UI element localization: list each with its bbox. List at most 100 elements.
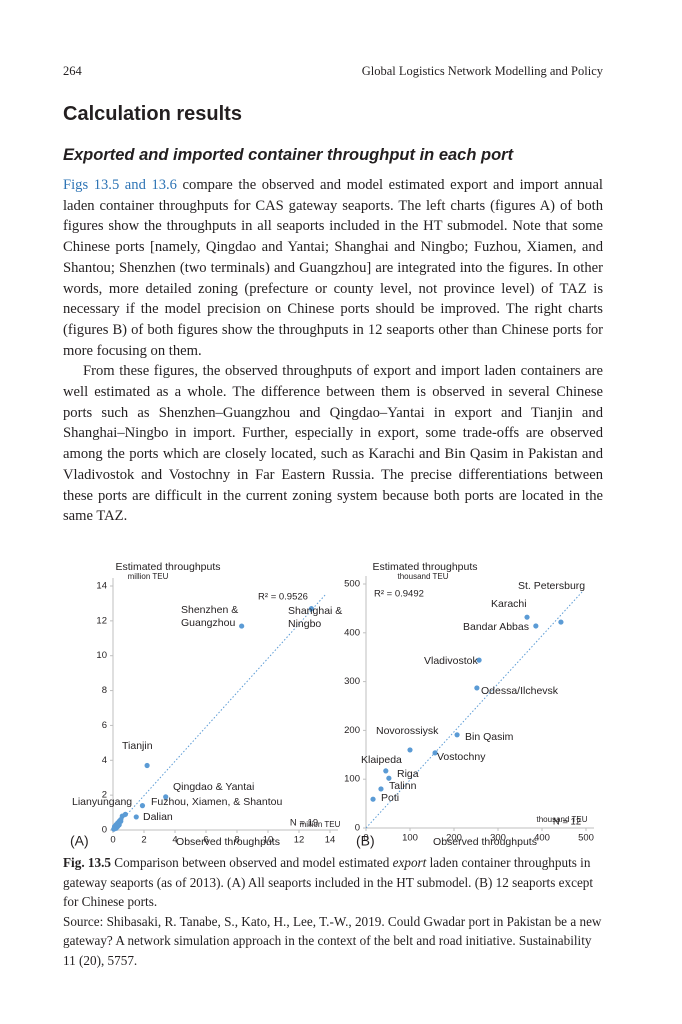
x-tick-label: 14	[325, 835, 336, 846]
point	[113, 822, 119, 828]
figure-link[interactable]: Figs 13.5 and 13.6	[63, 177, 177, 193]
point	[454, 732, 460, 738]
y-tick-label: 100	[344, 774, 360, 785]
x-tick-label: 10	[263, 835, 274, 846]
panel: (B)	[356, 833, 375, 849]
x-unit: thousand TEU	[537, 815, 588, 824]
paragraph-text: compare the observed and model estimated…	[63, 177, 603, 359]
y-tick-label: 500	[344, 579, 360, 590]
caption-text: Fig. 13.5 Comparison between observed an…	[63, 853, 603, 912]
page-number: 264	[63, 64, 82, 78]
y-unit: million TEU	[128, 572, 169, 581]
point-label: Tianjin	[122, 740, 153, 752]
y-tick-label: 2	[102, 790, 107, 801]
x-tick-label: 8	[234, 835, 239, 846]
point-label: Karachi	[491, 598, 527, 610]
x-tick-label: 2	[141, 835, 146, 846]
x-tick-label: 300	[490, 833, 506, 844]
point	[378, 786, 384, 792]
point-label: Shanghai & Ningbo	[288, 605, 343, 630]
point-label: Bin Qasim	[465, 731, 514, 743]
x-tick-label: 6	[203, 835, 208, 846]
caption-label: Fig. 13.5	[63, 855, 111, 870]
x-tick-label: 0	[363, 833, 368, 844]
n: N = 19	[290, 818, 318, 829]
trend-line	[365, 591, 583, 829]
subsection-title: Exported and imported container throughp…	[63, 146, 514, 164]
y-tick-label: 4	[102, 755, 107, 766]
point	[407, 747, 413, 753]
paragraph: From these figures, the observed through…	[63, 363, 603, 525]
y-tick-label: 10	[96, 650, 107, 661]
point	[139, 803, 146, 809]
charts: 0 2 4 6 8 10 12 14 0 2 4 6 8 10 12 14 Estimated throughp…	[70, 561, 594, 849]
point	[116, 818, 122, 824]
figure: 0 2 4 6 8 10 12 14 0 2 4 6 8 10 12 14 Estimated throughp…	[0, 555, 682, 855]
point	[133, 814, 139, 820]
y-tick-label: 200	[344, 725, 360, 736]
body-text: Figs 13.5 and 13.6 compare the observed …	[63, 175, 603, 527]
y-tick-label: 0	[102, 825, 107, 836]
panel: (A)	[70, 833, 89, 849]
y-tick-label: 14	[96, 581, 107, 592]
y-unit: thousand TEU	[398, 572, 449, 581]
caption-emphasis: export	[392, 855, 427, 870]
x-label: Observed throughputs	[433, 836, 537, 848]
r2: R² = 0.9526	[258, 592, 308, 603]
x-tick-label: 0	[110, 835, 115, 846]
point-label: Vostochny	[437, 751, 486, 763]
point	[370, 796, 376, 802]
point-label: Odessa/Ilchevsk	[481, 685, 559, 697]
x-unit: million TEU	[300, 820, 341, 829]
point-label: Talinn	[389, 780, 417, 792]
y-label: Estimated throughputs	[372, 561, 477, 573]
trend-line	[112, 593, 327, 831]
point-label: Qingdao & Yantai	[173, 781, 255, 793]
x-tick-label: 4	[172, 835, 177, 846]
caption: Fig. 13.5 Comparison between observed an…	[63, 853, 603, 970]
running-title: Global Logistics Network Modelling and P…	[361, 64, 603, 78]
point	[524, 614, 530, 620]
point-label: Lianyungang	[72, 796, 133, 808]
x-tick-label: 500	[578, 833, 594, 844]
point-label: Poti	[381, 792, 400, 804]
point-label: Klaipeda	[361, 754, 402, 766]
x-tick-label: 400	[534, 833, 550, 844]
point-label: Dalian	[143, 811, 173, 823]
y-tick-label: 12	[96, 615, 107, 626]
paragraph: Figs 13.5 and 13.6 compare the observed …	[63, 175, 603, 361]
x-tick-label: 200	[446, 833, 462, 844]
point-label: Shenzhen & Guangzhou	[181, 604, 239, 629]
point	[144, 762, 150, 769]
caption-part: Comparison between observed and model es…	[111, 855, 393, 870]
point	[383, 768, 389, 774]
point-label: Vladivostok	[424, 655, 478, 667]
point-label: St. Petersburg	[518, 580, 586, 592]
section-title: Calculation results	[63, 103, 242, 125]
point	[474, 685, 480, 691]
point	[476, 657, 482, 663]
y-label: Estimated throughputs	[115, 561, 220, 573]
source: Source: Shibasaki, R. Tanabe, S., Kato, …	[63, 913, 602, 968]
point	[533, 623, 539, 629]
caption-part: laden container throughputs in gateway s…	[63, 855, 594, 909]
point	[308, 606, 314, 612]
point	[163, 794, 169, 800]
r2: R² = 0.9492	[374, 589, 424, 600]
y-tick-label: 8	[102, 685, 107, 696]
point-label: Riga	[397, 768, 419, 780]
y-tick-label: 6	[102, 720, 107, 731]
y-tick-label: 0	[355, 823, 360, 834]
y-tick-label: 300	[344, 676, 360, 687]
y-tick-label: 400	[344, 627, 360, 638]
point	[122, 811, 128, 817]
x-tick-label: 12	[294, 835, 305, 846]
x-label: Observed throughputs	[176, 836, 280, 848]
point	[432, 750, 438, 756]
x-tick-label: 100	[402, 833, 418, 844]
point	[386, 775, 392, 781]
point	[239, 623, 245, 629]
point	[111, 826, 117, 832]
n: N = 12	[553, 817, 581, 828]
